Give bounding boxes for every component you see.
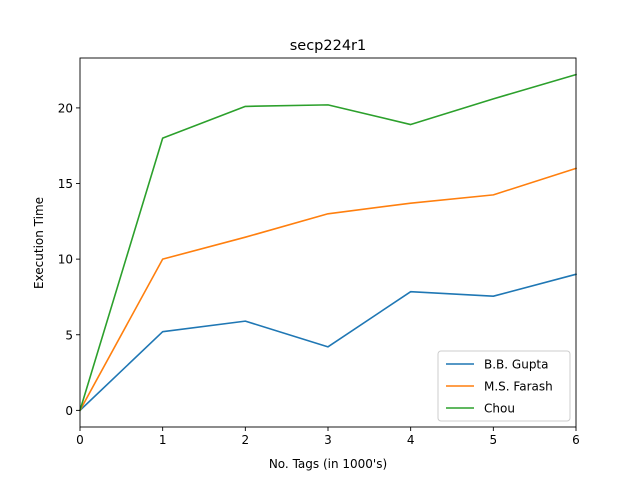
series-line-2 — [79, 73, 577, 412]
series-line-0 — [78, 273, 577, 412]
legend-label: M.S. Farash — [484, 380, 553, 394]
y-tick-label: 5 — [65, 328, 73, 342]
x-tick-label: 1 — [159, 433, 167, 447]
chart-title: secp224r1 — [290, 38, 367, 54]
series-layer — [78, 73, 578, 412]
x-tick-label: 0 — [76, 433, 84, 447]
x-tick-label: 2 — [242, 433, 250, 447]
y-tick-label: 10 — [58, 253, 73, 267]
legend: B.B. Gupta M.S. Farash Chou — [437, 350, 571, 422]
legend-label: Chou — [484, 402, 515, 416]
axes-layer: 0 1 2 3 4 5 6 0 5 10 15 20 — [58, 57, 580, 447]
x-tick-label: 3 — [324, 433, 332, 447]
series-line-1 — [78, 167, 578, 412]
x-tick-label: 4 — [407, 433, 415, 447]
y-axis-label: Execution Time — [32, 197, 46, 289]
x-tick-label: 5 — [490, 433, 498, 447]
y-tick-label: 0 — [65, 404, 73, 418]
y-tick-label: 15 — [58, 177, 73, 191]
legend-box — [437, 350, 571, 422]
x-axis-label: No. Tags (in 1000's) — [269, 457, 387, 471]
x-tick-label: 6 — [572, 433, 580, 447]
y-tick-label: 20 — [58, 101, 73, 115]
legend-label: B.B. Gupta — [484, 358, 549, 372]
